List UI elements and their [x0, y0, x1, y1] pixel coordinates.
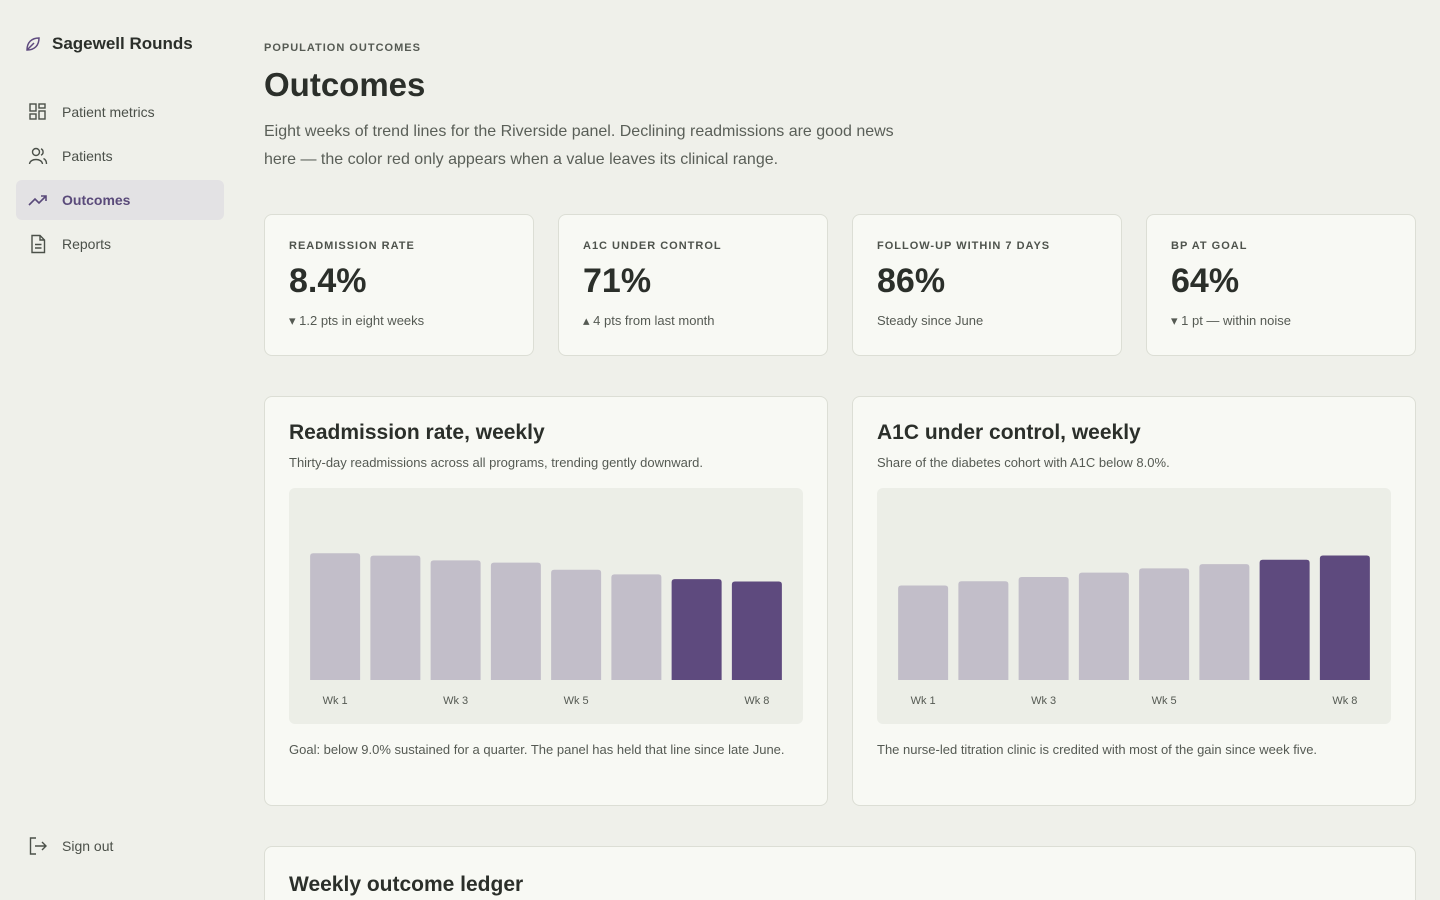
bar	[1199, 564, 1250, 680]
x-tick-label: Wk 3	[443, 695, 468, 707]
page-title: Outcomes	[264, 66, 426, 103]
chart-note: The nurse-led titration clinic is credit…	[877, 742, 1318, 757]
bar	[731, 581, 782, 680]
bar	[310, 553, 361, 680]
kpi-note: Steady since June	[877, 313, 984, 328]
kpi-value: 71%	[583, 262, 652, 300]
sidebar: Sagewell Rounds Patient metrics Patients…	[0, 0, 240, 900]
brand: Sagewell Rounds	[24, 34, 193, 54]
kpi-note: ▾ 1.2 pts in eight weeks	[289, 313, 425, 328]
x-tick-label: Wk 1	[323, 695, 348, 707]
kpi-label: A1C UNDER CONTROL	[583, 240, 722, 252]
chart: Wk 1 Wk 3 Wk 5 Wk 8	[289, 488, 803, 724]
chart-note: Goal: below 9.0% sustained for a quarter…	[289, 742, 785, 757]
nav-label: Patient metrics	[62, 104, 155, 120]
bar	[1259, 559, 1310, 680]
sign-out-label: Sign out	[62, 838, 114, 854]
kpi-label: READMISSION RATE	[289, 240, 415, 252]
kpi-value: 8.4%	[289, 262, 367, 300]
chart-subtitle: Share of the diabetes cohort with A1C be…	[877, 455, 1170, 470]
kpi-card: READMISSION RATE 8.4% ▾ 1.2 pts in eight w…	[264, 214, 534, 356]
x-tick-label: Wk 8	[744, 695, 769, 707]
bar	[611, 574, 662, 680]
brand-icon	[26, 37, 40, 51]
chart-title: A1C under control, weekly	[877, 421, 1141, 444]
nav-icon	[31, 234, 46, 254]
nav-label: Outcomes	[62, 192, 131, 208]
kpi-value: 86%	[877, 262, 946, 300]
nav-icon	[29, 103, 46, 120]
eyebrow: POPULATION OUTCOMES	[264, 42, 421, 54]
chart-title: Readmission rate, weekly	[289, 421, 545, 444]
bar	[671, 579, 722, 680]
nav-icon	[28, 147, 48, 165]
chart: Wk 1 Wk 3 Wk 5 Wk 8	[877, 488, 1391, 724]
chart-subtitle: Thirty-day readmissions across all progr…	[289, 455, 704, 470]
nav-item[interactable]: Reports	[16, 224, 224, 264]
x-tick-label: Wk 5	[1152, 695, 1177, 707]
chart-card: A1C under control, weekly Share of the di…	[852, 396, 1416, 806]
ledger-card: Weekly outcome ledger	[264, 846, 1416, 900]
sign-out-icon	[29, 837, 47, 855]
bar	[430, 560, 481, 680]
chart-card: Readmission rate, weekly Thirty-day readm…	[264, 396, 828, 806]
bar	[1139, 568, 1190, 680]
kpi-value: 64%	[1171, 262, 1240, 300]
nav-label: Reports	[62, 236, 112, 252]
kpi-card: FOLLOW-UP WITHIN 7 DAYS 86% Steady since J…	[852, 214, 1122, 356]
brand-name: Sagewell Rounds	[52, 34, 193, 53]
kpi-label: BP AT GOAL	[1171, 240, 1248, 252]
x-tick-label: Wk 3	[1031, 695, 1056, 707]
bar	[490, 562, 541, 680]
bar	[1319, 555, 1370, 680]
nav-item[interactable]: Patients	[16, 136, 224, 176]
nav-item[interactable]: Patient metrics	[16, 92, 224, 132]
bar	[958, 581, 1009, 680]
kpi-card: A1C UNDER CONTROL 71% ▴ 4 pts from last mo…	[558, 214, 828, 356]
bar	[898, 585, 949, 680]
kpi-note: ▾ 1 pt — within noise	[1171, 313, 1291, 328]
bar	[1078, 572, 1129, 680]
nav-icon	[28, 195, 47, 206]
kpi-note: ▴ 4 pts from last month	[583, 313, 715, 328]
x-tick-label: Wk 1	[911, 695, 936, 707]
sign-out[interactable]: Sign out	[28, 836, 113, 856]
nav: Patient metrics Patients Outcomes Report…	[16, 92, 224, 268]
kpi-card: BP AT GOAL 64% ▾ 1 pt — within noise	[1146, 214, 1416, 356]
nav-item[interactable]: Outcomes	[16, 180, 224, 220]
nav-label: Patients	[62, 148, 113, 164]
bar	[1018, 576, 1069, 680]
bar	[551, 569, 602, 680]
x-tick-label: Wk 8	[1332, 695, 1357, 707]
kpi-label: FOLLOW-UP WITHIN 7 DAYS	[877, 240, 1051, 252]
x-tick-label: Wk 5	[564, 695, 589, 707]
bar	[370, 555, 421, 680]
description: Eight weeks of trend lines for the River…	[264, 123, 894, 168]
ledger-title: Weekly outcome ledger	[289, 873, 524, 896]
